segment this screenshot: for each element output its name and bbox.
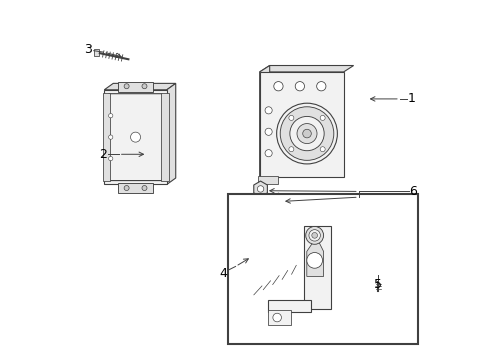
Bar xyxy=(228,194,417,344)
Circle shape xyxy=(289,116,324,151)
Circle shape xyxy=(288,116,293,120)
Circle shape xyxy=(275,197,281,202)
Circle shape xyxy=(264,150,272,157)
Text: 4: 4 xyxy=(219,267,226,280)
Circle shape xyxy=(124,84,129,89)
Circle shape xyxy=(371,269,384,282)
Text: 1: 1 xyxy=(407,93,414,105)
Circle shape xyxy=(273,82,283,91)
Circle shape xyxy=(142,185,147,190)
Polygon shape xyxy=(259,66,269,177)
Polygon shape xyxy=(244,258,307,307)
Text: 2: 2 xyxy=(99,148,107,161)
Polygon shape xyxy=(104,84,175,90)
Bar xyxy=(118,82,152,91)
FancyBboxPatch shape xyxy=(108,94,163,181)
Bar xyxy=(268,300,310,312)
Circle shape xyxy=(305,226,323,244)
Bar xyxy=(102,93,110,181)
Bar xyxy=(259,72,343,177)
Circle shape xyxy=(246,300,250,304)
Circle shape xyxy=(108,157,113,161)
Circle shape xyxy=(124,185,129,190)
Circle shape xyxy=(264,128,272,135)
Bar xyxy=(268,310,291,325)
Circle shape xyxy=(302,129,311,138)
Polygon shape xyxy=(166,84,175,184)
Circle shape xyxy=(288,147,293,152)
Circle shape xyxy=(108,135,113,139)
Circle shape xyxy=(296,123,316,144)
Circle shape xyxy=(320,147,325,152)
Polygon shape xyxy=(259,66,353,72)
Text: 6: 6 xyxy=(408,185,416,198)
Bar xyxy=(118,183,152,193)
Ellipse shape xyxy=(244,299,252,305)
Circle shape xyxy=(257,186,263,192)
Circle shape xyxy=(306,252,322,268)
Circle shape xyxy=(108,113,113,118)
Circle shape xyxy=(308,230,320,241)
Circle shape xyxy=(295,82,304,91)
Bar xyxy=(94,49,99,56)
Circle shape xyxy=(272,313,281,322)
Circle shape xyxy=(374,272,381,279)
Circle shape xyxy=(130,132,140,142)
Bar xyxy=(104,90,166,184)
Circle shape xyxy=(311,233,317,238)
Circle shape xyxy=(320,116,325,120)
Circle shape xyxy=(316,82,325,91)
Circle shape xyxy=(280,107,333,160)
Circle shape xyxy=(142,84,147,89)
Text: 5: 5 xyxy=(374,278,382,291)
Bar xyxy=(304,226,330,309)
Bar xyxy=(257,176,277,184)
Circle shape xyxy=(264,107,272,114)
Text: 3: 3 xyxy=(84,43,92,56)
Circle shape xyxy=(276,103,337,164)
Polygon shape xyxy=(306,237,323,276)
Bar xyxy=(161,93,168,181)
